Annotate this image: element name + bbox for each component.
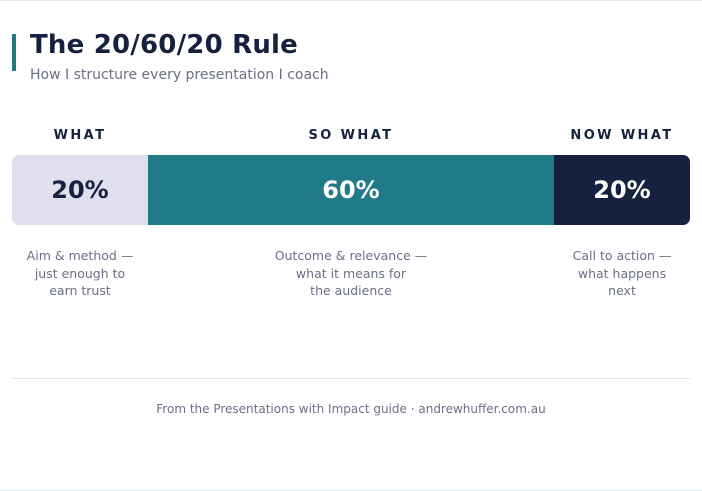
segment-now-what-value: 20% — [593, 176, 651, 204]
description-what: Aim & method — just enough to earn trust — [26, 248, 134, 298]
segment-now-what: 20% — [554, 155, 690, 225]
footer-credit: From the Presentations with Impact guide… — [156, 402, 546, 416]
title-accent-bar — [12, 34, 16, 71]
heading-what: WHAT — [53, 128, 107, 143]
description-now-what: Call to action — what happens next — [572, 248, 672, 298]
heading-so-what: SO WHAT — [308, 128, 394, 143]
proportion-bar: 20% 60% 20% — [12, 155, 690, 225]
segment-so-what-value: 60% — [322, 176, 380, 204]
heading-now-what: NOW WHAT — [570, 128, 674, 143]
page-subtitle: How I structure every presentation I coa… — [30, 67, 329, 83]
page-title: The 20/60/20 Rule — [30, 30, 298, 60]
description-so-what: Outcome & relevance — what it means for … — [274, 248, 428, 298]
segment-what: 20% — [12, 155, 148, 225]
segment-so-what: 60% — [148, 155, 554, 225]
segment-what-value: 20% — [51, 176, 109, 204]
footer-divider — [12, 378, 690, 379]
